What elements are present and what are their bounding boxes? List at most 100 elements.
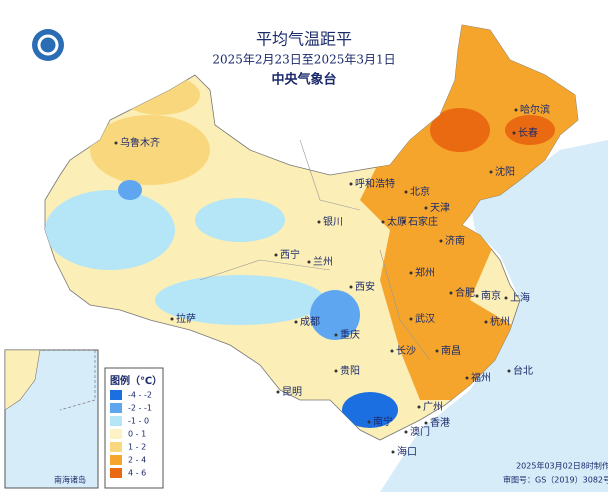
city-label: 成都 xyxy=(300,316,320,328)
legend-title: 图例（℃） xyxy=(110,374,162,387)
city-label: 贵阳 xyxy=(340,364,360,377)
city-label: 长沙 xyxy=(396,345,416,357)
city-label: 昆明 xyxy=(282,386,302,398)
city-dot xyxy=(489,170,493,174)
city-dot xyxy=(391,450,395,454)
city-dot xyxy=(317,220,321,224)
city-dot xyxy=(449,291,453,295)
city-dot xyxy=(465,376,469,380)
city-label: 南昌 xyxy=(441,344,461,357)
city-dot xyxy=(294,320,298,324)
city-dot xyxy=(402,220,406,224)
city-label: 长春 xyxy=(518,127,538,139)
city-label: 南宁 xyxy=(373,415,393,428)
cold-area xyxy=(118,180,142,200)
city-dot xyxy=(334,369,338,373)
city-dot xyxy=(504,296,508,300)
city-dot xyxy=(349,285,353,289)
city-dot xyxy=(435,349,439,353)
city-dot xyxy=(367,420,371,424)
city-dot xyxy=(514,108,518,112)
legend-swatch xyxy=(110,455,122,465)
city-dot xyxy=(170,317,174,321)
city-dot xyxy=(512,131,516,135)
city-dot xyxy=(114,141,118,145)
title: 平均气温距平 xyxy=(256,30,352,49)
city-label: 合肥 xyxy=(455,286,475,299)
legend-swatch xyxy=(110,403,122,413)
city-label: 台北 xyxy=(513,364,533,377)
city-label: 天津 xyxy=(430,202,450,214)
city-label: 北京 xyxy=(410,185,430,198)
city-label: 兰州 xyxy=(313,255,333,268)
legend-swatch xyxy=(110,442,122,452)
city-dot xyxy=(409,317,413,321)
mild-area xyxy=(90,115,210,185)
hot-area xyxy=(430,108,490,152)
city-dot xyxy=(404,190,408,194)
cold-area xyxy=(342,392,398,428)
city-label: 乌鲁木齐 xyxy=(120,136,160,149)
cool-area xyxy=(45,190,175,270)
city-label: 南京 xyxy=(481,289,501,302)
city-dot xyxy=(276,390,280,394)
city-dot xyxy=(381,220,385,224)
city-dot xyxy=(349,182,353,186)
city-label: 济南 xyxy=(445,234,465,247)
city-dot xyxy=(484,320,488,324)
province-border xyxy=(199,139,431,361)
cool-area xyxy=(195,198,285,242)
inset-label: 南海诸岛 xyxy=(54,475,86,485)
city-label: 呼和浩特 xyxy=(355,178,395,190)
city-dot xyxy=(409,271,413,275)
approval-number: 审图号：GS（2019）3082号 xyxy=(503,475,608,485)
legend-swatch xyxy=(110,468,122,478)
legend-swatch xyxy=(110,416,122,426)
inset-land xyxy=(4,349,41,411)
cold-area xyxy=(310,290,360,340)
legend-label: 4 - 6 xyxy=(128,469,146,478)
legend-label: -4 - -2 xyxy=(128,391,152,400)
city-label: 太原 xyxy=(387,215,407,228)
city-dot xyxy=(334,333,338,337)
city-dot xyxy=(390,349,394,353)
city-dot xyxy=(475,294,479,298)
city-label: 海口 xyxy=(397,445,417,458)
legend-label: -1 - 0 xyxy=(128,417,149,426)
hot-area xyxy=(505,115,555,145)
city-dot xyxy=(507,369,511,373)
nine-dash-line xyxy=(40,349,96,411)
city-label: 武汉 xyxy=(415,312,435,325)
city-label: 郑州 xyxy=(415,266,435,279)
agency: 中央气象台 xyxy=(271,72,336,88)
subtitle: 2025年2月23日至2025年3月1日 xyxy=(212,53,395,67)
city-label: 重庆 xyxy=(340,328,360,341)
city-label: 哈尔滨 xyxy=(520,103,550,116)
legend-label: 0 - 1 xyxy=(128,430,146,439)
legend-swatch xyxy=(110,429,122,439)
sea xyxy=(380,140,608,492)
city-dot xyxy=(424,421,428,425)
city-label: 沈阳 xyxy=(495,165,515,178)
city-label: 银川 xyxy=(323,215,343,228)
city-label: 西宁 xyxy=(280,248,300,261)
city-dot xyxy=(417,405,421,409)
legend-swatch xyxy=(110,390,122,400)
city-label: 西安 xyxy=(355,280,375,293)
city-dot xyxy=(439,239,443,243)
city-label: 福州 xyxy=(471,371,491,384)
legend-label: 1 - 2 xyxy=(128,443,146,452)
made-date: 2025年03月02日8时制作 xyxy=(516,461,608,471)
city-dot xyxy=(274,253,278,257)
city-label: 上海 xyxy=(510,291,530,304)
city-label: 澳门 xyxy=(410,425,430,438)
logo-mark xyxy=(37,34,59,56)
city-label: 广州 xyxy=(423,401,443,413)
city-label: 杭州 xyxy=(490,315,510,328)
city-label: 拉萨 xyxy=(176,312,196,325)
city-label: 香港 xyxy=(430,417,450,429)
city-label: 石家庄 xyxy=(408,215,438,228)
city-dot xyxy=(404,430,408,434)
